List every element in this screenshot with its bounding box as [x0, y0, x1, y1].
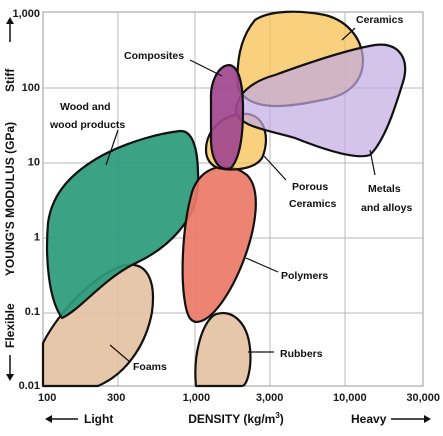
label-composites: Composites — [124, 50, 184, 62]
label-wood-line2: wood products — [49, 119, 125, 131]
light-label: Light — [84, 412, 113, 426]
x-tick-label: 100 — [38, 392, 56, 404]
x-tick-label: 30,000 — [406, 392, 440, 404]
leader-porous-ceramics — [263, 155, 287, 181]
leaders — [105, 27, 376, 363]
label-foams: Foams — [133, 361, 167, 373]
y-tick-label: 0.1 — [25, 306, 40, 318]
region-wood — [45, 129, 200, 320]
heavy-label: Heavy — [351, 412, 387, 426]
leader-polymers — [245, 257, 279, 273]
x-tick-label: 300 — [107, 392, 125, 404]
y-axis-title: YOUNG'S MODULUS (GPa) — [3, 122, 17, 276]
label-metals-line1: Metals — [368, 183, 401, 195]
flexible-label: Flexible — [3, 303, 17, 348]
y-tick-label: 1 — [34, 231, 40, 243]
y-tick-label: 1,000 — [12, 8, 40, 20]
region-rubbers — [194, 312, 252, 388]
x-axis-title-superscript: 3 — [275, 411, 280, 420]
x-axis-title-suffix: ) — [280, 412, 284, 426]
stiff-label: Stiff — [3, 68, 17, 92]
label-porous-line1: Porous — [292, 181, 328, 193]
regions — [41, 10, 407, 388]
light-arrow-head — [45, 415, 52, 423]
label-ceramics: Ceramics — [356, 14, 403, 26]
x-axis: DENSITY (kg/m3) Light Heavy — [45, 411, 431, 426]
flexible-arrow-head — [6, 374, 14, 381]
label-metals-line2: and alloys — [361, 202, 413, 214]
y-tick-label: 10 — [28, 157, 40, 169]
label-polymers: Polymers — [281, 270, 328, 282]
leader-ceramics — [341, 27, 356, 41]
stiff-arrow-head — [6, 17, 14, 24]
label-porous-line2: Ceramics — [289, 198, 336, 210]
y-axis: YOUNG'S MODULUS (GPa) Stiff Flexible — [3, 17, 17, 381]
x-tick-label: 1,000 — [183, 392, 211, 404]
label-wood-line1: Wood and — [60, 101, 111, 113]
y-tick-label: 0.01 — [19, 380, 40, 392]
heavy-arrow-head — [424, 415, 431, 423]
x-tick-label: 3,000 — [256, 392, 284, 404]
y-tick-labels: 0.01 0.1 1 10 100 1,000 — [12, 8, 40, 392]
leader-metals — [369, 149, 376, 176]
leader-wood — [105, 129, 119, 166]
x-axis-title-text: DENSITY (kg/m — [188, 412, 275, 426]
leader-foams — [109, 344, 131, 363]
region-labels: Composites Ceramics Wood and wood produc… — [49, 14, 413, 373]
x-tick-label: 10,000 — [333, 392, 367, 404]
region-polymers — [181, 165, 257, 324]
region-composites — [209, 63, 245, 170]
x-axis-title: DENSITY (kg/m3) — [188, 411, 284, 426]
label-rubbers: Rubbers — [280, 348, 323, 360]
leader-composites — [189, 59, 223, 77]
y-tick-label: 100 — [22, 82, 40, 94]
x-tick-labels: 100 300 1,000 3,000 10,000 30,000 — [38, 392, 440, 404]
region-metals — [234, 43, 407, 158]
